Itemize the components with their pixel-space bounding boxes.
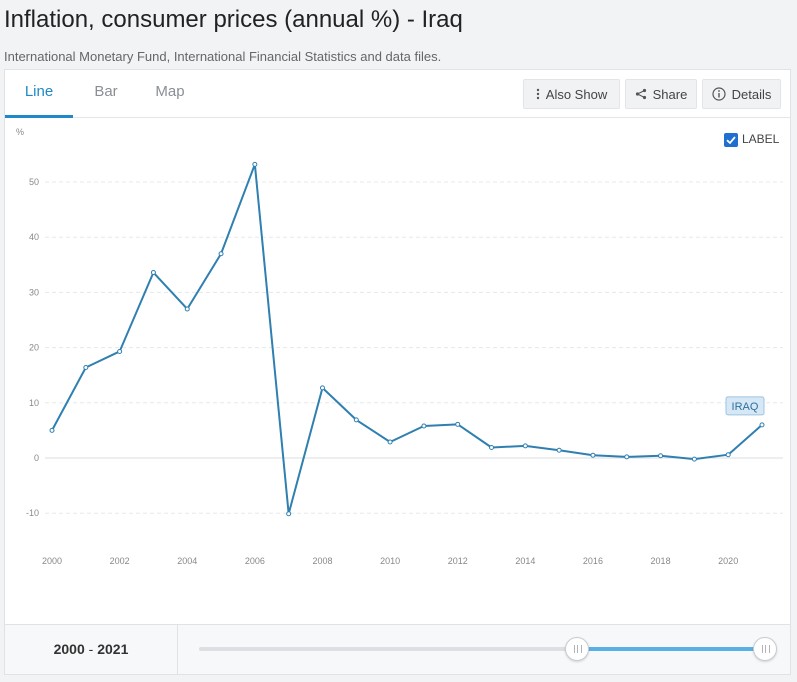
x-tick-label: 2004	[177, 556, 197, 566]
info-icon	[712, 87, 726, 101]
data-point	[49, 427, 55, 433]
data-point	[421, 423, 427, 429]
data-point	[353, 417, 359, 423]
data-point	[522, 443, 528, 449]
y-tick-label: 50	[29, 177, 39, 187]
x-tick-label: 2018	[651, 556, 671, 566]
range-slider-start-handle[interactable]	[564, 637, 589, 661]
share-button[interactable]: Share	[625, 79, 697, 109]
range-start: 2000	[53, 641, 85, 657]
y-tick-label: 10	[29, 398, 39, 408]
y-tick-label: -10	[26, 508, 39, 518]
y-axis-unit-label: %	[16, 127, 24, 137]
data-point	[83, 364, 89, 370]
checkmark-icon	[726, 136, 736, 145]
data-point	[218, 251, 224, 257]
label-checkbox-text: LABEL	[742, 132, 780, 146]
details-button[interactable]: Details	[702, 79, 781, 109]
data-point	[489, 445, 495, 451]
source-note: International Monetary Fund, Internation…	[4, 49, 442, 64]
label-checkbox[interactable]	[724, 133, 738, 147]
y-tick-label: 30	[29, 287, 39, 297]
range-slider-track[interactable]	[199, 647, 765, 651]
range-slider-fill	[576, 647, 765, 651]
data-point	[319, 385, 325, 391]
data-point	[759, 422, 765, 428]
data-point	[117, 348, 123, 354]
x-tick-label: 2006	[245, 556, 265, 566]
data-point	[150, 270, 156, 276]
series-line	[51, 163, 763, 515]
also-show-button[interactable]: Also Show	[523, 79, 620, 109]
x-tick-label: 2016	[583, 556, 603, 566]
also-show-label: Also Show	[545, 86, 608, 102]
tab-line[interactable]: Line	[5, 70, 73, 118]
year-range-label: 2000 - 2021	[5, 625, 178, 675]
line-chart: % -10 0 10 20 30 40 50 2000 2002 2004 2006 2008 2010 2…	[16, 127, 783, 566]
data-point	[691, 456, 697, 462]
share-icon	[635, 88, 647, 100]
share-label: Share	[652, 86, 688, 102]
data-point	[590, 452, 596, 458]
data-point	[286, 511, 292, 517]
tab-map[interactable]: Map	[155, 83, 185, 100]
y-tick-label: 20	[29, 343, 39, 353]
y-tick-label: 0	[34, 453, 39, 463]
tabs-bar: Line Bar Map Also Show Share Details	[5, 70, 790, 118]
data-point	[252, 161, 258, 167]
data-point	[387, 439, 393, 445]
chart-card: Line Bar Map Also Show Share Details % -1…	[4, 69, 791, 625]
x-tick-label: 2000	[42, 556, 62, 566]
page-title: Inflation, consumer prices (annual %) - …	[4, 6, 463, 33]
x-tick-label: 2008	[312, 556, 332, 566]
range-footer: 2000 - 2021	[4, 625, 791, 675]
series-end-label-box	[725, 396, 765, 416]
data-point	[455, 421, 461, 427]
data-point	[624, 454, 630, 460]
details-label: Details	[731, 86, 772, 102]
y-tick-label: 40	[29, 232, 39, 242]
data-point	[184, 306, 190, 312]
data-point	[556, 447, 562, 453]
x-tick-label: 2014	[515, 556, 535, 566]
x-tick-label: 2020	[718, 556, 738, 566]
more-vertical-icon	[536, 88, 540, 100]
tab-bar[interactable]: Bar	[94, 83, 118, 100]
x-tick-label: 2012	[448, 556, 468, 566]
range-end: 2021	[97, 641, 129, 657]
range-separator: -	[84, 641, 98, 657]
data-point	[725, 452, 731, 458]
x-tick-label: 2002	[110, 556, 130, 566]
series-end-label: IRAQ	[732, 401, 759, 413]
range-slider-end-handle[interactable]	[753, 637, 777, 661]
x-tick-label: 2010	[380, 556, 400, 566]
data-point	[658, 453, 664, 459]
